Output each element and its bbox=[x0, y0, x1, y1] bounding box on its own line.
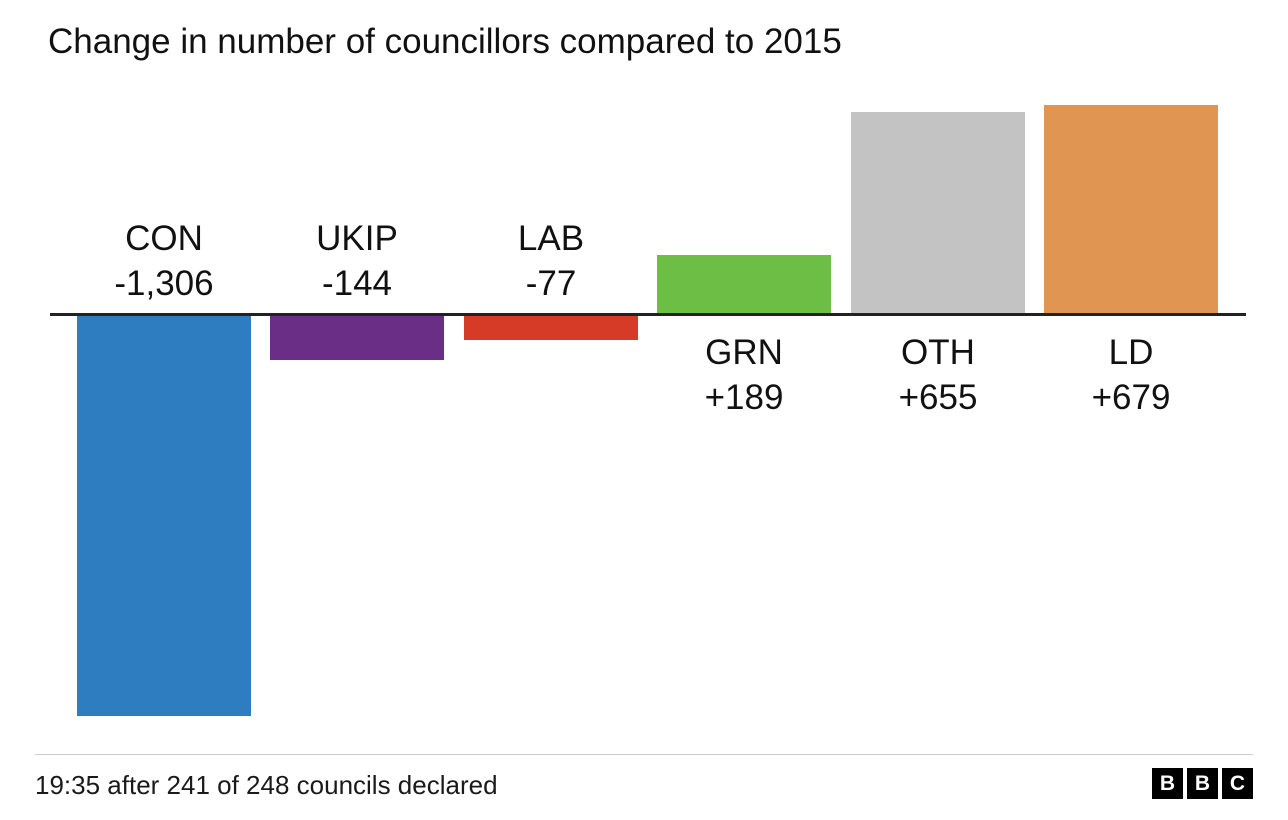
bar-group-grn: GRN +189 bbox=[657, 0, 831, 820]
zero-axis-line bbox=[50, 313, 1246, 316]
bbc-logo-letter: C bbox=[1222, 768, 1253, 799]
bar-ld bbox=[1044, 105, 1218, 313]
bar-group-ukip: UKIP -144 bbox=[270, 0, 444, 820]
bar-category-label: CON bbox=[125, 219, 203, 258]
bar-value-label: +655 bbox=[898, 378, 978, 417]
bar-grn bbox=[657, 255, 831, 313]
bar-label-oth: OTH +655 bbox=[823, 330, 1053, 420]
bar-category-label: OTH bbox=[901, 333, 975, 372]
bar-value-label: -144 bbox=[321, 264, 393, 303]
bar-group-con: CON -1,306 bbox=[77, 0, 251, 820]
status-text: 19:35 after 241 of 248 councils declared bbox=[35, 770, 498, 800]
bbc-logo: B B C bbox=[1152, 768, 1253, 799]
bbc-logo-letter: B bbox=[1187, 768, 1218, 799]
bar-group-ld: LD +679 bbox=[1044, 0, 1218, 820]
bar-con bbox=[77, 316, 251, 716]
bar-category-label: LAB bbox=[517, 219, 585, 258]
bar-label-ukip: UKIP -144 bbox=[242, 216, 472, 306]
bar-group-lab: LAB -77 bbox=[464, 0, 638, 820]
bar-value-label: +189 bbox=[704, 378, 784, 417]
bar-lab bbox=[464, 316, 638, 340]
bar-label-con: CON -1,306 bbox=[49, 216, 279, 306]
bar-category-label: GRN bbox=[705, 333, 783, 372]
bar-category-label: UKIP bbox=[316, 219, 398, 258]
bar-oth bbox=[851, 112, 1025, 313]
bar-label-grn: GRN +189 bbox=[629, 330, 859, 420]
bbc-logo-letter: B bbox=[1152, 768, 1183, 799]
bar-group-oth: OTH +655 bbox=[851, 0, 1025, 820]
bar-label-ld: LD +679 bbox=[1016, 330, 1246, 420]
bar-ukip bbox=[270, 316, 444, 360]
bar-value-label: -1,306 bbox=[114, 264, 214, 303]
bar-category-label: LD bbox=[1108, 333, 1154, 372]
bar-label-lab: LAB -77 bbox=[436, 216, 666, 306]
footer-divider bbox=[35, 754, 1253, 755]
bar-value-label: -77 bbox=[525, 264, 577, 303]
bar-value-label: +679 bbox=[1091, 378, 1171, 417]
chart-title: Change in number of councillors compared… bbox=[48, 22, 842, 61]
